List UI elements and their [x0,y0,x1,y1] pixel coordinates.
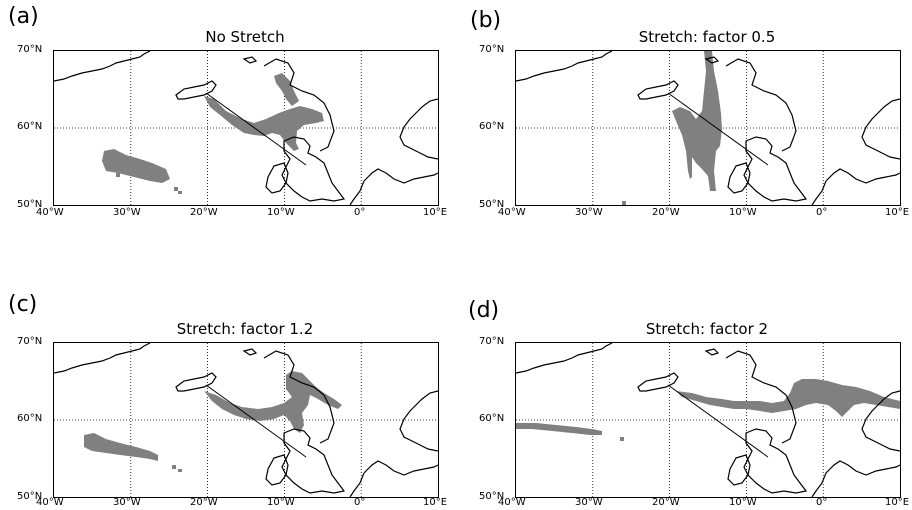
lon-tick: 20°W [190,497,218,508]
lon-tick: 30°W [575,497,603,508]
map-canvas [54,51,438,205]
footprint-region [622,51,722,205]
lon-tick: 20°W [190,207,218,218]
footprint-region [516,379,900,441]
coastlines [516,51,900,205]
trajectory-line [205,384,307,458]
lon-tick: 10°W [729,207,757,218]
lon-tick: 20°W [652,207,680,218]
panel-title: Stretch: factor 1.2 [176,320,314,338]
lon-tick: 40°W [498,497,526,508]
panel-title: No Stretch [205,28,285,46]
lat-tick: 70°N [479,336,505,347]
map-frame [515,50,901,206]
coastlines [54,343,438,497]
lat-tick: 70°N [17,44,43,55]
lon-tick: 40°W [498,207,526,218]
panel-letter: (c) [8,292,38,317]
map-canvas [516,343,900,497]
gridlines [516,343,900,497]
lat-tick: 60°N [17,121,43,132]
lon-tick: 40°W [36,207,64,218]
lon-tick: 30°W [575,207,603,218]
map-frame [515,342,901,498]
lon-tick: 0° [354,497,366,508]
lat-tick: 60°N [17,413,43,424]
coastlines [54,51,438,205]
lat-tick: 60°N [479,121,505,132]
lon-tick: 10°W [267,207,295,218]
map-frame [53,342,439,498]
lat-tick: 50°N [479,199,505,210]
lon-tick: 40°W [36,497,64,508]
trajectory-line [205,92,307,166]
lon-tick: 20°W [652,497,680,508]
lat-tick: 70°N [17,336,43,347]
map-frame [53,50,439,206]
panel-title: Stretch: factor 2 [645,320,769,338]
lon-tick: 0° [816,207,828,218]
lat-tick: 70°N [479,44,505,55]
gridlines [54,343,438,497]
map-canvas [516,51,900,205]
lat-tick: 50°N [479,491,505,502]
lon-tick: 10°E [885,497,910,508]
lon-tick: 10°E [885,207,910,218]
lon-tick: 30°W [113,207,141,218]
panel-letter: (d) [468,298,500,323]
trajectory-line [667,384,769,458]
lon-tick: 0° [354,207,366,218]
lon-tick: 10°E [423,497,448,508]
panel-letter: (a) [8,4,39,29]
lon-tick: 10°W [729,497,757,508]
trajectory-line [667,92,769,166]
coastlines [516,343,900,497]
lon-tick: 10°W [267,497,295,508]
lon-tick: 30°W [113,497,141,508]
panel-title: Stretch: factor 0.5 [638,28,776,46]
lat-tick: 60°N [479,413,505,424]
lon-tick: 0° [816,497,828,508]
lat-tick: 50°N [17,199,43,210]
map-canvas [54,343,438,497]
lon-tick: 10°E [423,207,448,218]
footprint-region [102,73,324,194]
footprint-region [84,371,342,472]
panel-letter: (b) [470,8,502,33]
lat-tick: 50°N [17,491,43,502]
